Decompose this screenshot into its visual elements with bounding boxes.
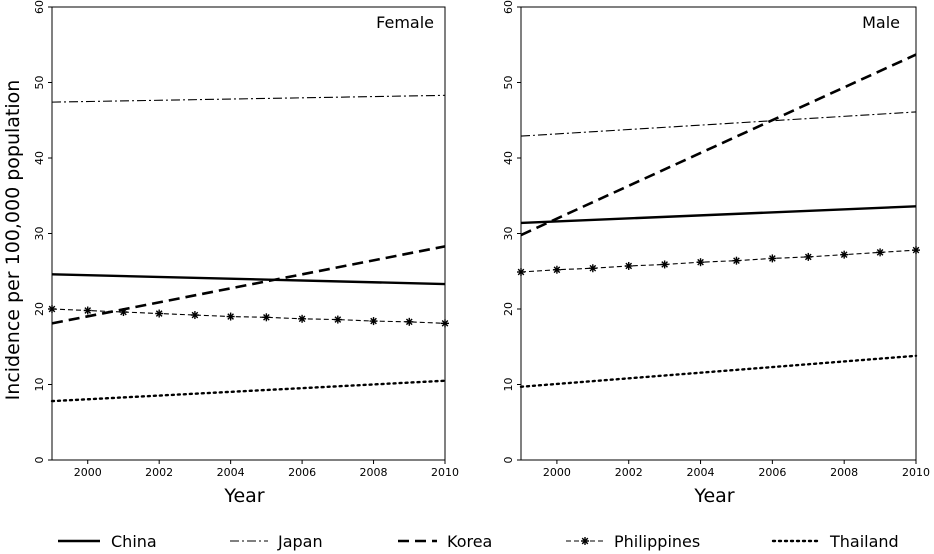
- legend-item-korea: Korea: [398, 532, 492, 551]
- legend-item-japan: Japan: [230, 532, 323, 551]
- series-line-thailand: [519, 354, 918, 388]
- series-point-philippines: [912, 246, 920, 255]
- x-axis-label: Year: [223, 485, 264, 507]
- x-tick-label: 2000: [74, 466, 102, 479]
- legend-label: China: [111, 532, 157, 551]
- legend-label: Thailand: [829, 532, 899, 551]
- series-point-philippines: [517, 268, 525, 277]
- y-tick-label: 40: [33, 151, 46, 165]
- x-tick-label: 2008: [360, 466, 388, 479]
- series-line-korea: [51, 245, 446, 325]
- x-tick-label: 2002: [145, 466, 173, 479]
- y-tick-label: 60: [33, 0, 46, 14]
- plot-frame: [520, 6, 917, 461]
- series-point-philippines: [48, 305, 56, 313]
- y-tick-label: 10: [33, 378, 46, 392]
- series-point-philippines: [333, 315, 342, 324]
- legend-label: Philippines: [614, 532, 700, 551]
- y-tick-label: 60: [502, 0, 515, 14]
- x-axis-label: Year: [693, 485, 734, 507]
- y-tick-label: 50: [33, 76, 46, 90]
- x-tick-label: 2004: [217, 466, 245, 479]
- series-point-philippines: [83, 306, 92, 315]
- x-tick-label: 2008: [830, 466, 858, 479]
- y-tick-label: 20: [502, 302, 515, 316]
- legend: China Japan Korea Philippines Thailand: [58, 532, 899, 551]
- series-line-thailand: [50, 379, 447, 403]
- x-tick-label: 2010: [902, 466, 930, 479]
- x-tick-label: 2004: [687, 466, 715, 479]
- y-tick-label: 30: [502, 227, 515, 241]
- series-point-philippines: [226, 312, 235, 321]
- y-tick-label: 40: [502, 151, 515, 165]
- series-line-china: [51, 273, 446, 286]
- series-point-philippines: [840, 250, 849, 259]
- series-line-japan: [51, 94, 446, 103]
- x-tick-label: 2000: [543, 466, 571, 479]
- plot-frame: [51, 6, 446, 461]
- series-point-philippines: [588, 264, 597, 273]
- y-tick-label: 0: [33, 457, 46, 464]
- series-point-philippines: [190, 311, 199, 320]
- series-point-philippines: [876, 248, 885, 257]
- panel-title: Female: [376, 13, 434, 32]
- x-tick-label: 2002: [615, 466, 643, 479]
- y-axis-label: Incidence per 100,000 population: [2, 80, 24, 401]
- y-tick-label: 20: [33, 302, 46, 316]
- series-point-philippines: [155, 309, 164, 318]
- series-point-philippines: [441, 319, 449, 328]
- series-line-japan: [520, 111, 917, 137]
- y-tick-label: 10: [502, 378, 515, 392]
- series-point-philippines: [405, 317, 414, 326]
- x-tick-label: 2006: [758, 466, 786, 479]
- series-line-philippines: [51, 308, 446, 324]
- series-point-philippines: [732, 256, 741, 265]
- panel-male: 0 10 20 30 40 50 60 2000 2002 2004 2006 2008 2010 Yea…: [502, 0, 930, 507]
- series-point-philippines: [369, 317, 378, 326]
- x-tick-label: 2010: [431, 466, 459, 479]
- legend-item-philippines: Philippines: [566, 532, 700, 551]
- series-point-philippines: [660, 260, 669, 269]
- series-point-philippines: [696, 258, 705, 267]
- y-tick-label: 50: [502, 76, 515, 90]
- panel-title: Male: [862, 13, 900, 32]
- series-point-philippines: [552, 265, 561, 274]
- x-tick-label: 2006: [288, 466, 316, 479]
- series-point-philippines: [624, 261, 633, 270]
- series-line-philippines: [520, 249, 917, 273]
- legend-label: Japan: [277, 532, 323, 551]
- y-tick-label: 0: [502, 457, 515, 464]
- panel-female: 0 10 20 30 40 50 60 2000 2002 2004 2006 2008 2010 Yea…: [33, 0, 459, 507]
- series-point-philippines: [262, 313, 271, 322]
- legend-marker: [581, 537, 589, 545]
- series-point-philippines: [298, 314, 307, 323]
- series-point-philippines: [804, 252, 813, 261]
- series-line-china: [520, 205, 917, 225]
- series-line-korea: [520, 53, 917, 237]
- y-tick-label: 30: [33, 227, 46, 241]
- series-point-philippines: [119, 308, 128, 317]
- series-point-philippines: [768, 254, 777, 263]
- legend-item-china: China: [58, 532, 157, 551]
- legend-item-thailand: Thailand: [771, 532, 899, 551]
- legend-label: Korea: [447, 532, 492, 551]
